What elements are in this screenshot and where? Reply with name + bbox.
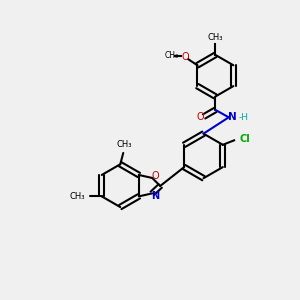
Text: N: N bbox=[151, 191, 159, 201]
Text: CH₃: CH₃ bbox=[116, 140, 132, 149]
Text: CH₃: CH₃ bbox=[164, 51, 178, 60]
Text: Cl: Cl bbox=[239, 134, 250, 144]
Text: CH₃: CH₃ bbox=[208, 32, 223, 41]
Text: N: N bbox=[228, 112, 237, 122]
Text: O: O bbox=[181, 52, 189, 62]
Text: CH₃: CH₃ bbox=[70, 192, 86, 201]
Text: O: O bbox=[151, 171, 159, 181]
Text: -H: -H bbox=[238, 113, 248, 122]
Text: O: O bbox=[196, 112, 204, 122]
